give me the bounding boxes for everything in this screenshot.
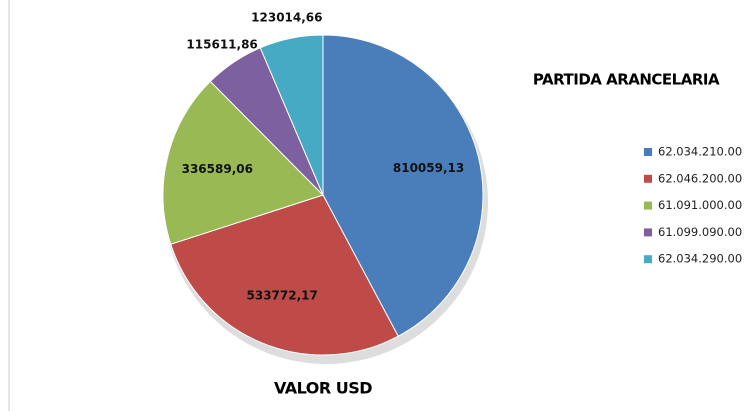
data-label: 533772,17: [247, 288, 318, 302]
data-label: 336589,06: [182, 162, 253, 176]
pie-slice: [259, 34, 324, 196]
pie-slice: [170, 194, 399, 356]
data-label: 115611,86: [186, 37, 257, 51]
legend-label: 62.046.200.00: [658, 171, 742, 185]
pie-slice: [322, 34, 484, 337]
legend-swatch: [644, 201, 652, 210]
legend-label: 62.034.210.00: [658, 145, 742, 159]
legend-swatch: [644, 174, 652, 183]
legend-swatch: [644, 228, 652, 237]
legend-title: PARTIDA ARANCELARIA: [533, 71, 720, 89]
legend-label: 62.034.290.00: [658, 252, 742, 266]
data-label: 810059,13: [393, 161, 464, 175]
pie-slice: [162, 80, 324, 245]
legend-swatch: [644, 148, 652, 156]
data-label: 123014,66: [251, 10, 322, 24]
chart-title: VALOR USD: [274, 379, 372, 398]
legend-label: 61.099.090.00: [658, 225, 742, 239]
legend-label: 61.091.000.00: [658, 198, 742, 212]
legend-swatch: [644, 255, 652, 264]
